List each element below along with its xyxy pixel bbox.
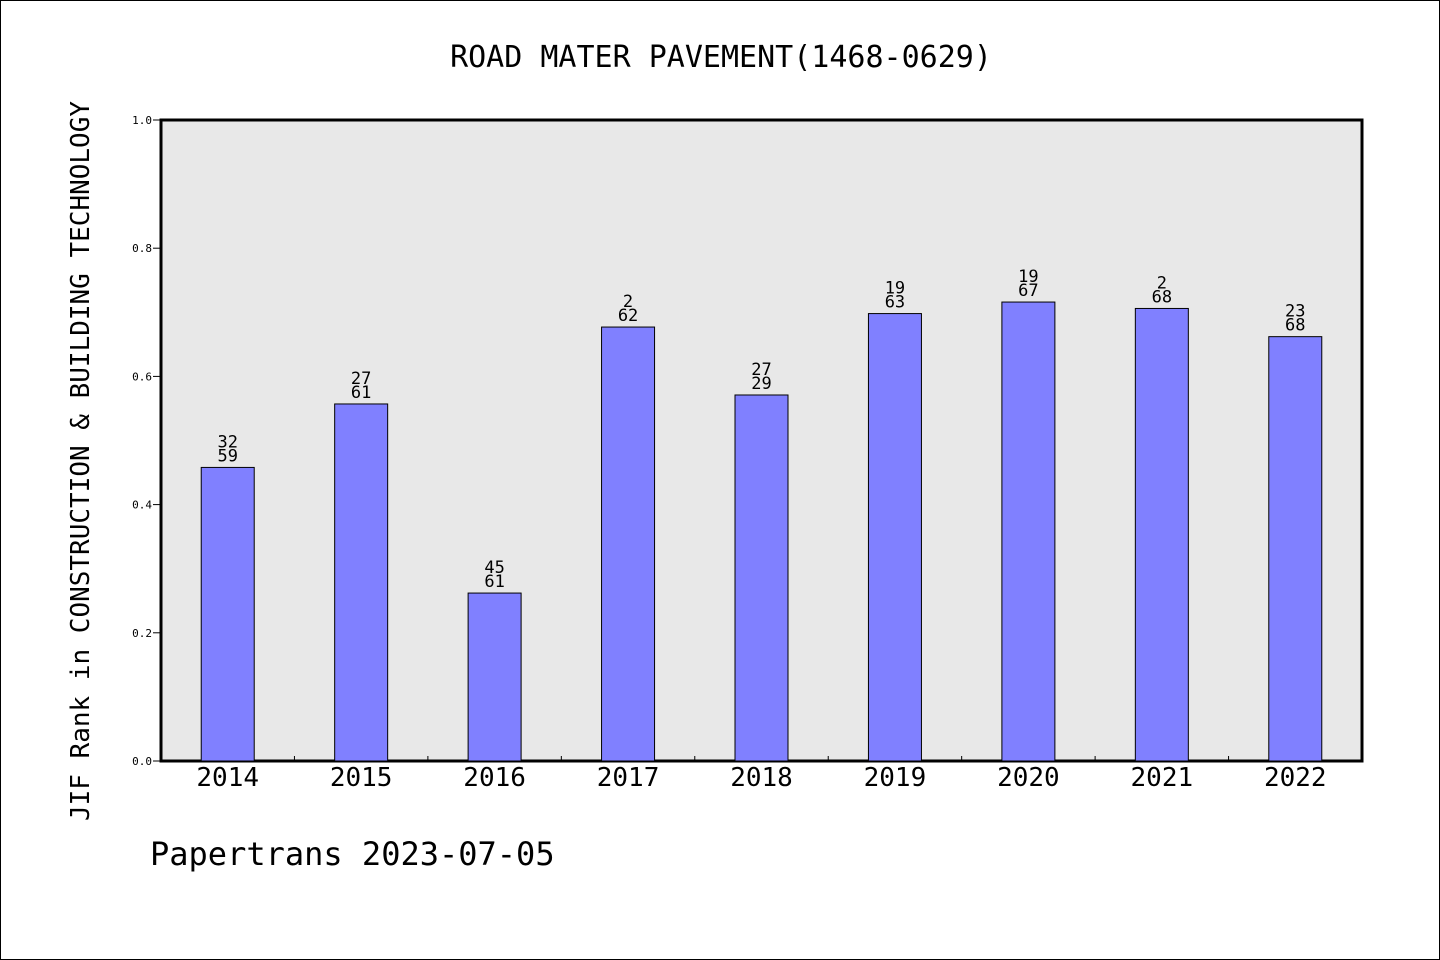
- bar-total-label: 68: [1152, 287, 1172, 307]
- x-tick-label: 2018: [730, 763, 793, 793]
- y-tick-label: 1.0: [132, 114, 152, 127]
- x-tick-label: 2021: [1131, 763, 1194, 793]
- bar-total-label: 67: [1018, 281, 1038, 301]
- bar-rank-label: 27: [351, 369, 371, 389]
- x-tick-label: 2020: [997, 763, 1060, 793]
- bar-2020: [1001, 301, 1056, 762]
- y-tick-label: 0.0: [132, 755, 152, 768]
- bar-total-label: 59: [217, 446, 237, 466]
- bar-rank-label: 19: [885, 279, 905, 299]
- y-axis-label: JIF Rank in CONSTRUCTION & BUILDING TECH…: [66, 101, 96, 821]
- bar-total-label: 61: [484, 572, 504, 592]
- bar-rank-label: 23: [1285, 302, 1305, 322]
- y-tick-label: 0.2: [132, 627, 152, 640]
- bar-total-label: 63: [885, 293, 905, 313]
- y-tick-label: 0.4: [132, 499, 152, 512]
- y-tick-label: 0.6: [132, 370, 152, 383]
- x-tick-label: 2022: [1264, 763, 1327, 793]
- bar-rank-label: 2: [623, 292, 633, 312]
- bar-rank-label: 27: [751, 360, 771, 380]
- bar-2021: [1134, 307, 1189, 762]
- x-tick-label: 2017: [597, 763, 660, 793]
- bar-2014: [200, 466, 255, 762]
- bar-rank-label: 2: [1157, 273, 1167, 293]
- bar-total-label: 62: [618, 306, 638, 326]
- x-tick-label: 2015: [330, 763, 393, 793]
- bar-total-label: 68: [1285, 316, 1305, 336]
- bar-2022: [1268, 336, 1323, 762]
- y-tick-label: 0.8: [132, 242, 152, 255]
- bar-2016: [467, 592, 522, 762]
- x-tick-label: 2019: [864, 763, 927, 793]
- chart-title: ROAD MATER PAVEMENT(1468-0629): [450, 40, 992, 75]
- bar-rank-label: 32: [217, 432, 237, 452]
- bar-total-label: 29: [751, 374, 771, 394]
- x-tick-label: 2014: [196, 763, 259, 793]
- bar-total-label: 61: [351, 383, 371, 403]
- y-ticks-group: 0.0 0.2 0.4 0.6 0.8 1.0: [132, 114, 161, 768]
- x-tick-label: 2016: [463, 763, 526, 793]
- bar-rank-label: 19: [1018, 267, 1038, 287]
- x-ticks-group: 2014 2015 2016 2017 2018 2019 2020 2021 2022: [196, 756, 1327, 793]
- bar-2018: [734, 394, 789, 762]
- bar-2017: [601, 326, 656, 762]
- bar-2015: [334, 403, 389, 762]
- bar-rank-label: 45: [484, 558, 504, 578]
- footer-credit: Papertrans 2023-07-05: [150, 835, 555, 873]
- bar-2019: [867, 313, 922, 762]
